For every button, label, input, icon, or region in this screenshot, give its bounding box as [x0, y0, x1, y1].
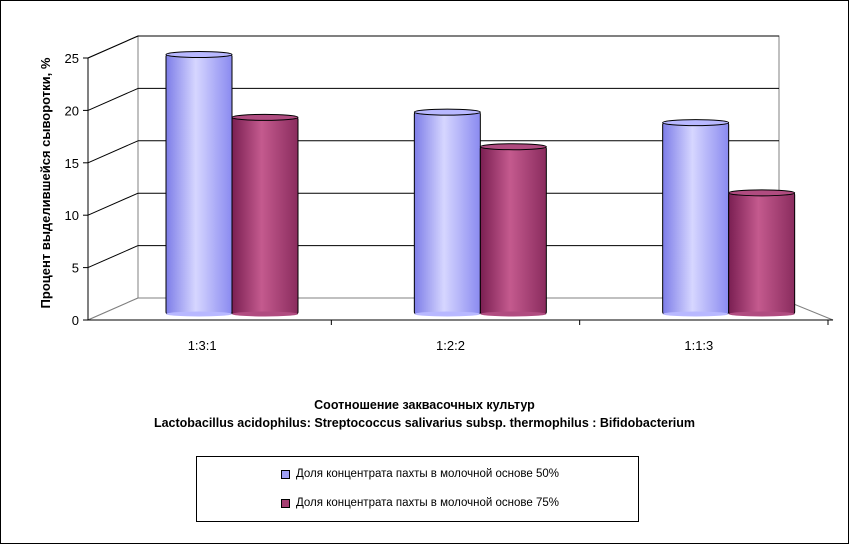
- bar-top: [165, 50, 233, 58]
- bars: [165, 50, 796, 317]
- bar-base: [728, 311, 795, 317]
- legend: Доля концентрата пахты в молочной основе…: [196, 456, 639, 522]
- bar-base: [414, 311, 481, 317]
- bar-base: [662, 311, 729, 317]
- gridline-diagonal: [87, 140, 139, 164]
- bar: [728, 192, 796, 315]
- gridline-diagonal: [87, 87, 139, 111]
- y-tick-label: 0: [72, 313, 79, 328]
- legend-label: Доля концентрата пахты в молочной основе…: [296, 468, 559, 480]
- legend-item-50: Доля концентрата пахты в молочной основе…: [281, 466, 559, 482]
- x-tick-label: 1:2:2: [436, 338, 465, 353]
- legend-item-75: Доля концентрата пахты в молочной основе…: [281, 495, 559, 511]
- x-axis-subtitle: Lactobacillus acidophilus: Streptococcus…: [153, 416, 696, 430]
- y-tick-label: 20: [65, 103, 79, 118]
- legend-swatch-blue: [281, 469, 290, 479]
- x-tick-label: 1:3:1: [188, 338, 217, 353]
- y-tick-label: 15: [65, 156, 79, 171]
- bar-top: [231, 113, 299, 121]
- gridline-diagonal: [87, 192, 139, 216]
- legend-swatch-magenta: [281, 498, 290, 508]
- y-tick-label: 25: [65, 51, 79, 66]
- bar-base: [166, 311, 232, 317]
- gridline-diagonal: [87, 35, 139, 59]
- bar: [413, 111, 481, 315]
- bar: [662, 122, 730, 315]
- bar-top: [413, 108, 481, 116]
- side-wall: [87, 35, 139, 321]
- y-axis-label: Процент выделившейся сыворотки, %: [38, 57, 53, 308]
- bar-top: [662, 119, 730, 127]
- y-axis-ticks: 0 5 10 15 20 25: [65, 51, 88, 328]
- gridline-diagonal: [87, 245, 139, 269]
- y-tick-label: 10: [65, 208, 79, 223]
- bar-top: [728, 189, 796, 197]
- bar-top: [479, 143, 547, 151]
- x-axis-title: Соотношение заквасочных культур: [314, 398, 535, 412]
- bar: [165, 53, 233, 315]
- bar-base: [232, 311, 298, 317]
- bar: [231, 116, 299, 315]
- y-tick-label: 5: [72, 261, 79, 276]
- x-axis-ticks: 1:3:1 1:2:2 1:1:3: [88, 319, 833, 353]
- bar: [479, 146, 547, 315]
- bar-base: [480, 311, 547, 317]
- legend-label: Доля концентрата пахты в молочной основе…: [296, 497, 559, 509]
- x-tick-label: 1:1:3: [684, 338, 713, 353]
